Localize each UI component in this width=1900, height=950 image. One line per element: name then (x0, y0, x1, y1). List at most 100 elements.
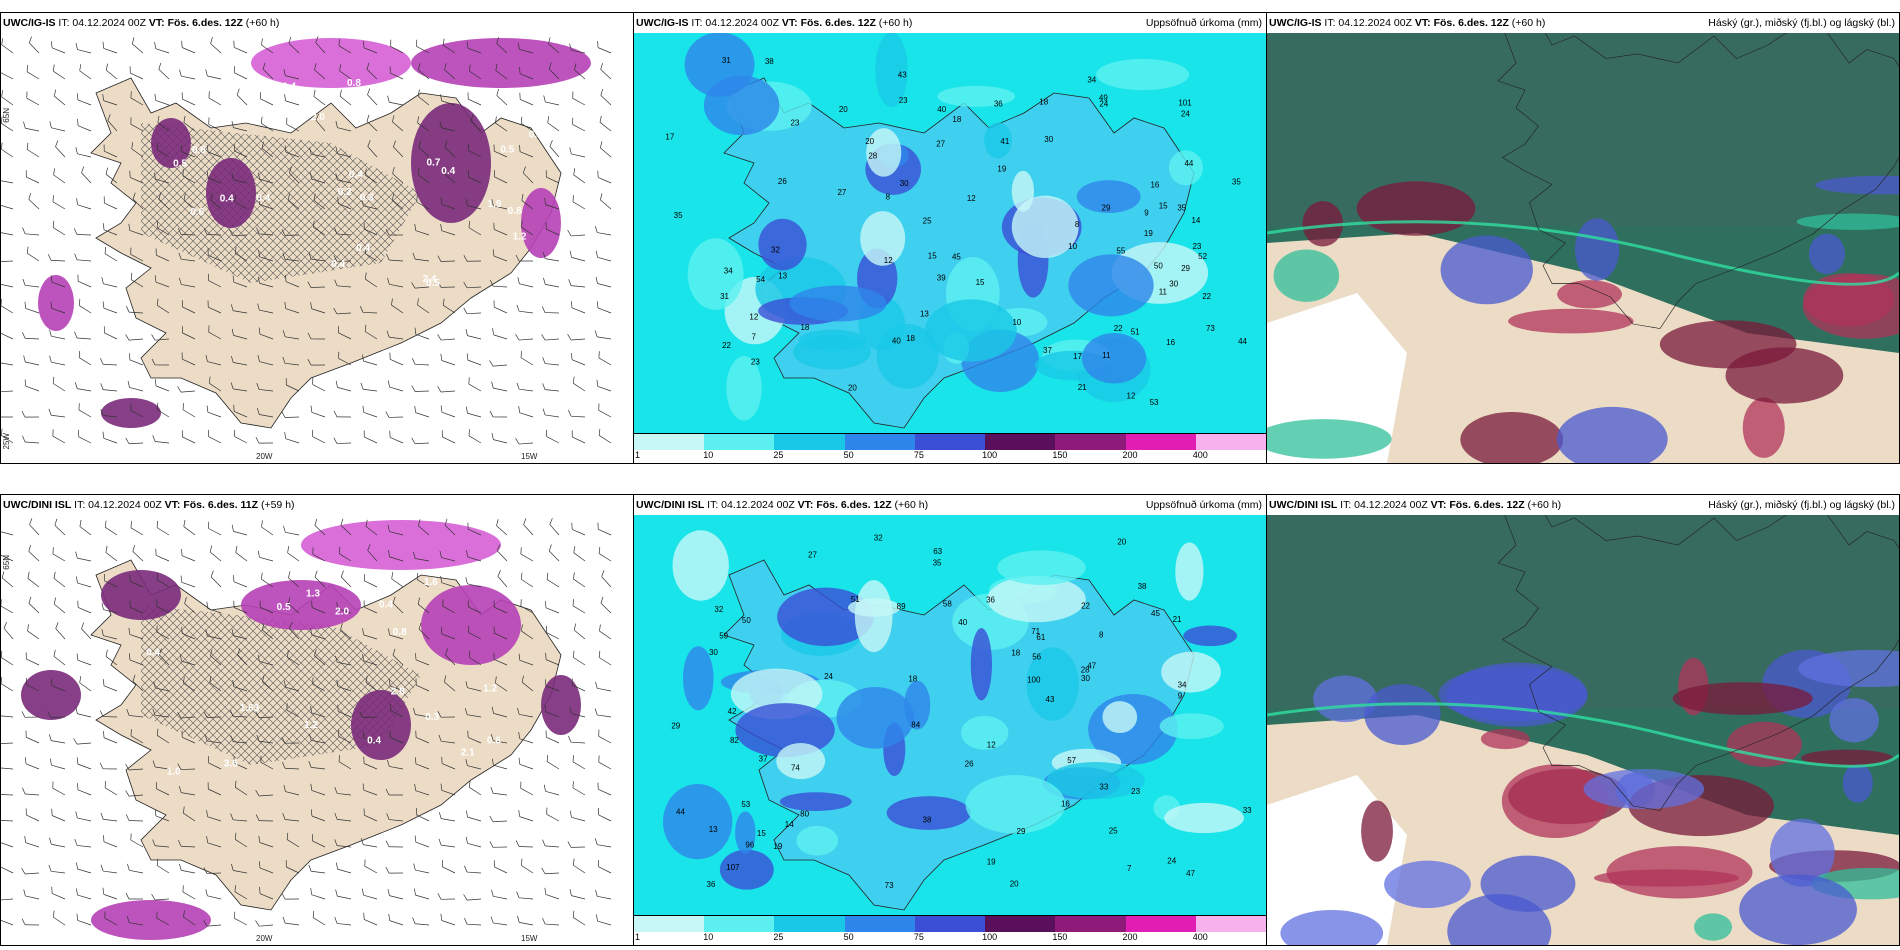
wind-barb (257, 654, 274, 666)
precip-amount-label: 20 (1117, 538, 1126, 547)
precip-amount-label: 30 (1169, 280, 1178, 289)
cloud-layer (1480, 728, 1530, 750)
precip-amount-label: 36 (994, 99, 1003, 108)
precip-contour (1102, 701, 1138, 734)
wind-barb (521, 675, 534, 692)
wind-barb (594, 708, 612, 718)
wind-barb (496, 36, 508, 54)
wind-barb (314, 518, 326, 536)
wind-barb (54, 518, 66, 536)
wind-barb (439, 121, 456, 132)
wind-barb (129, 66, 144, 80)
precip-contour (1076, 180, 1141, 214)
wind-barb (360, 838, 378, 848)
wind-barb (412, 917, 430, 926)
cloud-layer (1694, 913, 1733, 941)
wind-barb (569, 706, 586, 718)
wind-barb (102, 301, 118, 314)
wind-barb (100, 812, 118, 822)
wind-barb (387, 759, 404, 770)
wind-barb (314, 63, 326, 80)
wind-barb (598, 755, 612, 770)
wind-barb (388, 913, 404, 926)
wind-barb (233, 404, 248, 418)
wind-barb (542, 408, 560, 418)
precip-amount-label: 35 (674, 211, 683, 220)
wind-barb (158, 648, 170, 666)
wind-barb (29, 518, 40, 536)
panel-precip-dini[interactable]: UWC/DINI ISL IT: 04.12.2024 00Z VT: Fös.… (633, 494, 1267, 946)
wind-precip-map[interactable]: 1.2 1.3 3.6 1.63 1.0 1.6 1.2 0.4 0.6 0.4 0.5 0.4 0.3… (1, 515, 633, 945)
wind-barb (542, 917, 560, 926)
precip-amount-label: 18 (952, 115, 961, 124)
wind-barb (308, 252, 326, 262)
precip-area (541, 675, 581, 735)
wind-precip-map[interactable]: 1.2 1.9 0.8 0.5 2.0 2.4 0.5 0.4 0.3 0.4 0.8 0.7 0.4 0… (1, 33, 633, 463)
precip-contour (1164, 802, 1244, 834)
precip-value-label: 1.2 (304, 720, 318, 731)
precip-legend: 1 10 25 50 75 100 150 200 400 (634, 433, 1266, 463)
precip-amount-label: 27 (936, 139, 945, 148)
wind-barb (1, 231, 14, 236)
wind-barb (285, 860, 300, 874)
wind-barb (542, 252, 560, 262)
wind-barb (595, 250, 612, 262)
wind-barb (285, 274, 300, 288)
wind-barb (418, 622, 430, 640)
precip-amount-label: 23 (1131, 787, 1140, 796)
wind-barb (363, 912, 378, 926)
wind-barb (520, 781, 534, 796)
precip-map[interactable]: 12 14 12 10 8 16 23 32 31 34 30 15 13 22 18 8 29 12 11 20 25… (634, 33, 1266, 433)
wind-barb (75, 707, 92, 718)
wind-barb (208, 521, 222, 536)
wind-barb (546, 625, 560, 640)
wind-barb (22, 435, 40, 444)
wind-barb (287, 597, 300, 614)
precip-amount-label: 29 (1102, 203, 1111, 212)
cloud-layer (1384, 860, 1471, 909)
wind-barb (465, 836, 482, 848)
wind-barb (545, 170, 560, 184)
wind-barb (388, 628, 404, 640)
precip-value-label: 2.1 (461, 747, 475, 758)
wind-barb (208, 117, 222, 132)
panel-precip-igis[interactable]: UWC/IG-IS IT: 04.12.2024 00Z VT: Fös. 6.… (633, 12, 1267, 464)
wind-barb (517, 915, 534, 926)
panel-wind-igis[interactable]: UWC/IG-IS IT: 04.12.2024 00Z VT: Fös. 6.… (0, 12, 634, 464)
wind-barb (1, 554, 14, 562)
legend-swatch (1195, 915, 1266, 932)
cloud-layer (1798, 649, 1899, 688)
precip-contour (1011, 195, 1079, 258)
lat-label-65n: 65N (2, 555, 11, 570)
precip-amount-label: 8 (1075, 220, 1080, 229)
precip-amount-label: 16 (1166, 338, 1175, 347)
cloud-map[interactable] (1267, 33, 1899, 463)
wind-barb (543, 95, 560, 106)
cloud-map[interactable] (1267, 515, 1899, 945)
panel-wind-dini[interactable]: UWC/DINI ISL IT: 04.12.2024 00Z VT: Fös.… (0, 494, 634, 946)
wind-barb (210, 570, 222, 588)
precip-amount-label: 34 (724, 266, 733, 275)
panel-clouds-dini[interactable]: UWC/DINI ISL IT: 04.12.2024 00Z VT: Fös.… (1266, 494, 1900, 946)
wind-barb (362, 405, 378, 418)
wind-barb (129, 170, 144, 184)
wind-barb (209, 675, 222, 692)
precip-map[interactable]: 16 30 15 22 18 19 26 33 9 18 20 19 25 8 12 21 20 14 36 29 24… (634, 515, 1266, 915)
wind-barb (231, 120, 248, 132)
precip-amount-label: 30 (1081, 674, 1090, 683)
wind-barb (203, 228, 222, 236)
wind-barb (74, 331, 92, 340)
wind-barb (27, 624, 40, 640)
cloud-layer (1361, 800, 1393, 862)
wind-barb (520, 351, 534, 366)
panel-clouds-igis[interactable]: UWC/IG-IS IT: 04.12.2024 00Z VT: Fös. 6.… (1266, 12, 1900, 464)
wind-barb (440, 576, 456, 588)
precip-contour (1161, 651, 1221, 693)
wind-barb (25, 730, 40, 744)
legend-swatch (1195, 433, 1266, 450)
legend-tick-label: 75 (913, 932, 924, 942)
wind-barb (78, 298, 92, 314)
wind-barb (362, 783, 378, 796)
wind-barb (491, 433, 508, 444)
wind-barb (493, 652, 508, 666)
